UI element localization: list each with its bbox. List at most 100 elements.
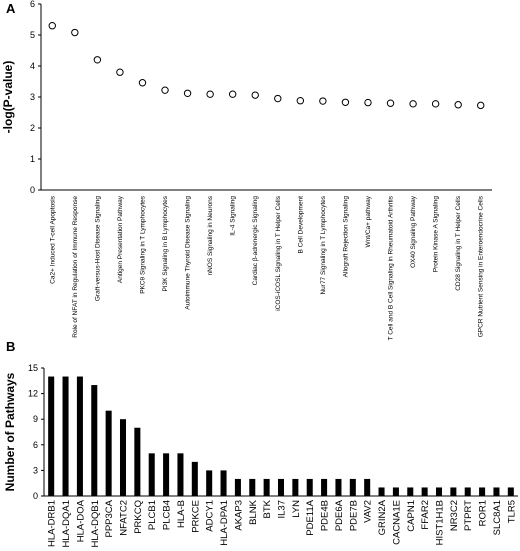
panel-b-gene-label: PDE6A — [334, 499, 345, 531]
panel-a-point — [161, 86, 169, 94]
panel-a-category-label: Autoimmune Thyroid Disease Signaling — [185, 196, 192, 310]
panel-a-points — [48, 22, 485, 110]
panel-b-gene-label: CAPN1 — [406, 500, 417, 532]
panel-b-bar — [249, 478, 256, 496]
panel-a-point — [274, 94, 282, 103]
panel-b-y-tick-label: 15 — [28, 363, 38, 373]
panel-b-y-tick-label: 12 — [28, 389, 38, 399]
panel-b-bar — [364, 478, 371, 496]
panel-b-gene-label: PDE11A — [305, 499, 316, 535]
panel-b-gene-label: PLCB1 — [147, 500, 158, 530]
panel-a-point — [341, 98, 350, 106]
panel-a-y-tick-label: 4 — [30, 61, 35, 71]
panel-a-category-labels: Ca2+ Induced T-cell Apoptosis Role of NFA… — [49, 195, 484, 340]
panel-a-category-label: Ca2+ Induced T-cell Apoptosis — [49, 195, 56, 284]
panel-b-gene-label: BLNK — [248, 499, 259, 524]
panel-a-category-label: Nur77 Signaling in T Lymphocytes — [320, 195, 327, 294]
panel-b-gene-label: VAV2 — [363, 500, 374, 523]
panel-b-gene-label: PPP3CA — [104, 499, 115, 537]
panel-a-point — [364, 98, 372, 107]
panel-a-y-tick-label: 5 — [30, 30, 35, 40]
panel-b-bar — [62, 376, 69, 496]
panel-b-bar — [277, 478, 285, 496]
panel-b-gene-label: CACNA1E — [391, 500, 402, 545]
panel-b-bar — [407, 487, 414, 496]
panel-b-bars — [48, 376, 514, 496]
panel-b-bar — [177, 453, 184, 496]
panel-b-gene-label: PDE4B — [320, 500, 331, 531]
panel-b-bar — [119, 419, 127, 496]
panel-a-category-label: nNOS Signaling in Neurons — [207, 195, 214, 275]
panel-a-y-ticks: 0 1 2 3 4 5 6 — [30, 0, 41, 195]
panel-b-bar — [206, 470, 213, 496]
panel-b-gene-label: HLA-DQA1 — [61, 500, 72, 548]
panel-b-gene-label: NFATC2 — [119, 500, 130, 536]
panel-b-bar — [493, 487, 500, 496]
panel-a-category-label: PKCθ Signaling in T Lymphocytes — [139, 195, 146, 294]
panel-b-y-tick-label: 0 — [33, 491, 38, 501]
panel-b-gene-label: HLA-DQB1 — [90, 500, 101, 548]
panel-a-point — [296, 97, 305, 105]
panel-a-point — [228, 90, 237, 98]
panel-b-gene-label: NR3C2 — [449, 500, 460, 531]
panel-a-category-label: PI3K Signaling in B Lymphocytes — [162, 195, 169, 291]
panel-b-bar — [479, 487, 486, 496]
panel-b-gene-label: PTPRT — [463, 500, 474, 531]
panel-a-point — [116, 68, 124, 76]
panel-a-point — [71, 28, 79, 37]
panel-b-gene-label: IL37 — [277, 500, 288, 519]
panel-a-category-label: Allograft Rejection Signaling — [342, 196, 349, 278]
panel-b-gene-label: PRKCE — [190, 500, 201, 533]
panel-a-category-label: Graft-versus-Host Disease Signaling — [94, 196, 101, 302]
panel-b-gene-label: BTK — [262, 499, 273, 518]
panel-a-category-label: OX40 Signaling Pathway — [410, 195, 417, 268]
panel-b-y-ticks: 0 3 6 9 12 15 — [28, 363, 44, 501]
panel-a-point — [409, 100, 417, 108]
panel-a-label: A — [6, 1, 16, 16]
panel-a-point — [386, 99, 395, 107]
panel-a-point — [138, 79, 147, 87]
panel-b-bar — [306, 478, 313, 496]
panel-a-y-axis-label: -log(P-value) — [1, 61, 15, 134]
panel-a-point — [206, 90, 214, 98]
panel-a: A 0 1 2 3 4 5 6 Ca2+ Induced T-cell Apoptosis R… — [1, 0, 492, 340]
panel-b-bar — [163, 453, 170, 496]
panel-a-category-label: Wnt/Ca+ pathway — [365, 195, 372, 247]
panel-b-gene-label: HLA-DOA — [75, 499, 86, 542]
panel-a-point — [93, 56, 102, 64]
panel-b-bar — [464, 487, 471, 496]
panel-b: B 0 3 6 9 12 15 HLA-DRB1 HLA-DQA1 HLA-DOA HLA-DQ… — [3, 339, 518, 548]
panel-a-point — [454, 101, 462, 109]
panel-b-bar — [220, 470, 227, 496]
panel-b-label: B — [6, 339, 15, 354]
panel-a-category-label: GPCR Nutrient Sensing in Enteroendocrine… — [478, 195, 485, 337]
panel-a-category-label: Antigen Presentation Pathway — [117, 195, 124, 283]
panel-b-gene-label: AKAP3 — [233, 500, 244, 531]
panel-b-y-tick-label: 9 — [33, 414, 38, 424]
panel-b-bar — [392, 487, 399, 496]
panel-a-category-label: iCOS-iCOSL Signaling in T Helper Cells — [275, 195, 282, 311]
panel-a-category-label: Protein Kinase A Signaling — [433, 196, 440, 273]
panel-a-category-label: CD28 Signaling in T Helper Cells — [455, 195, 462, 291]
panel-b-bar — [105, 410, 112, 496]
panel-b-bar — [191, 461, 198, 496]
panel-b-gene-label: ROR1 — [478, 500, 489, 526]
panel-a-point — [48, 22, 56, 30]
panel-a-point — [251, 91, 259, 99]
panel-a-y-tick-label: 1 — [30, 154, 35, 164]
panel-a-y-tick-label: 0 — [30, 185, 35, 195]
panel-a-y-tick-label: 6 — [30, 0, 35, 9]
panel-b-bar — [378, 487, 385, 496]
panel-b-bar — [91, 385, 98, 496]
panel-a-category-label: Cardiac β-adrenergic Signaling — [252, 196, 259, 286]
panel-b-gene-label: PRKCQ — [133, 500, 144, 534]
panel-b-y-tick-label: 3 — [33, 465, 38, 475]
panel-a-category-label: T Cell and B Cell Signaling in Rheumatoi… — [388, 195, 395, 340]
panel-b-bar — [148, 453, 155, 496]
panel-b-bar — [349, 478, 356, 496]
panel-b-gene-label: GRIN2A — [377, 499, 388, 535]
panel-b-bar — [292, 478, 299, 496]
panel-b-bar — [134, 427, 141, 496]
panel-b-bar — [450, 487, 457, 496]
